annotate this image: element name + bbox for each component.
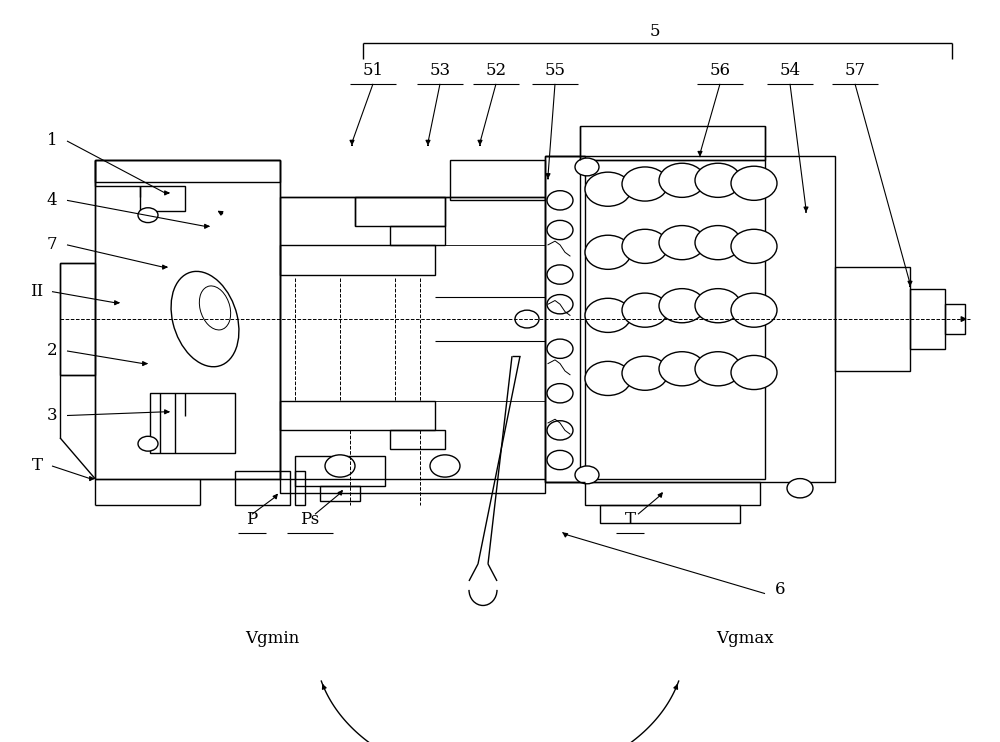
Bar [150,393,235,453]
Circle shape [731,166,777,200]
Text: P: P [246,511,258,528]
Circle shape [547,384,573,403]
Bar [545,156,585,482]
Circle shape [138,436,158,451]
Bar [835,267,910,371]
Circle shape [695,352,741,386]
Text: 3: 3 [47,407,57,424]
Text: 56: 56 [710,62,730,79]
Circle shape [622,167,668,201]
Circle shape [787,479,813,498]
Bar [450,160,545,200]
Circle shape [138,208,158,223]
Text: 53: 53 [429,62,451,79]
Text: 2: 2 [47,343,57,359]
Text: 54: 54 [779,62,801,79]
Text: II: II [30,283,44,300]
Text: Vgmin: Vgmin [245,630,299,646]
Bar [545,156,835,482]
Circle shape [731,355,777,390]
Bar [235,471,290,505]
Circle shape [659,163,705,197]
Circle shape [585,235,631,269]
Circle shape [547,339,573,358]
Circle shape [547,265,573,284]
Bar [580,126,765,160]
Bar [320,486,360,501]
Circle shape [547,220,573,240]
Bar [580,160,765,479]
Bar [280,197,545,493]
Circle shape [622,356,668,390]
Text: 7: 7 [47,237,57,253]
Circle shape [585,361,631,395]
Text: 6: 6 [775,582,785,598]
Text: T: T [624,511,636,528]
Circle shape [430,455,460,477]
Bar [600,505,740,523]
Bar [280,245,435,275]
Text: Vgmax: Vgmax [716,630,774,646]
Text: 5: 5 [650,23,660,39]
Bar [60,263,95,375]
Circle shape [515,310,539,328]
Circle shape [731,293,777,327]
Bar [95,160,280,479]
Circle shape [695,163,741,197]
Circle shape [622,293,668,327]
Bar [140,186,185,211]
Bar [280,401,435,430]
Circle shape [575,158,599,176]
Circle shape [547,295,573,314]
Bar [945,304,965,334]
Circle shape [547,421,573,440]
Circle shape [547,191,573,210]
Text: 4: 4 [47,192,57,209]
Circle shape [585,172,631,206]
Circle shape [659,289,705,323]
Text: 51: 51 [362,62,384,79]
Circle shape [547,450,573,470]
Bar [95,160,280,182]
Circle shape [695,289,741,323]
Circle shape [659,352,705,386]
Bar [585,482,760,505]
Circle shape [325,455,355,477]
Bar [910,289,945,349]
Text: Ps: Ps [300,511,320,528]
Circle shape [695,226,741,260]
Text: 57: 57 [844,62,866,79]
Circle shape [622,229,668,263]
Bar [390,430,445,449]
Text: T: T [32,458,42,474]
Bar [295,456,385,486]
Bar [390,226,445,245]
Bar [295,471,305,505]
Circle shape [731,229,777,263]
Circle shape [659,226,705,260]
Text: 1: 1 [47,133,57,149]
Text: 55: 55 [544,62,566,79]
Circle shape [575,466,599,484]
Text: 52: 52 [485,62,507,79]
Bar [355,197,445,226]
Circle shape [585,298,631,332]
